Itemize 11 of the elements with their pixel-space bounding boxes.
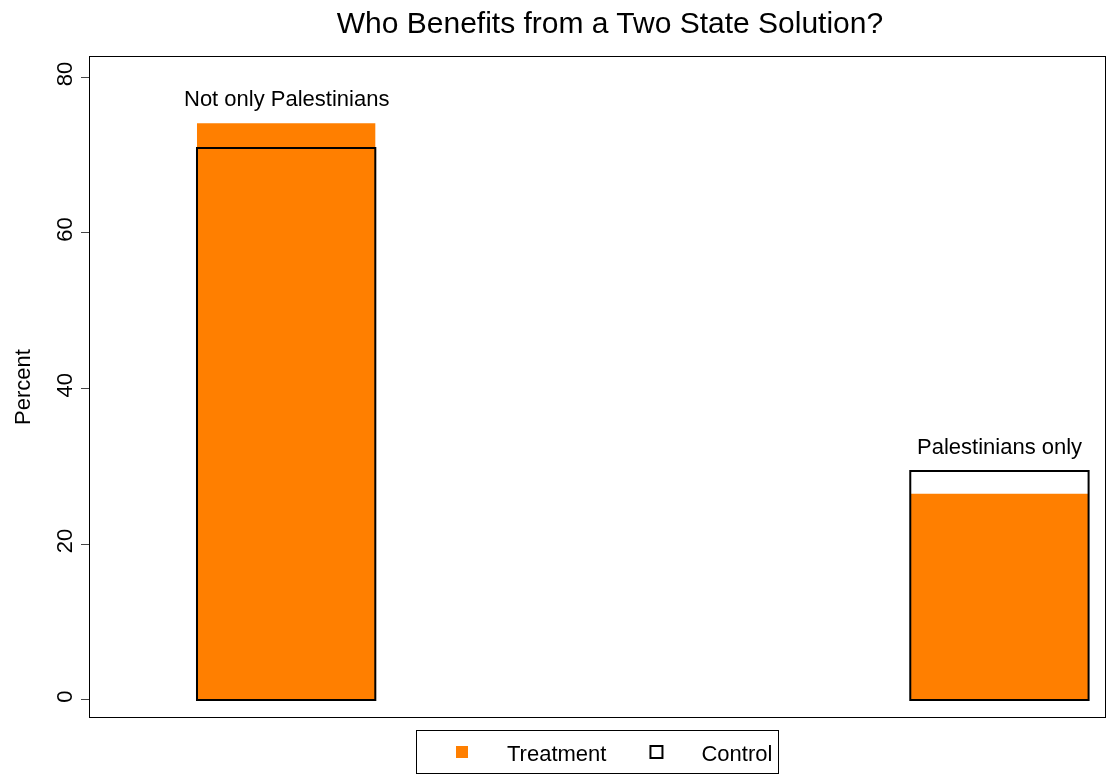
legend-label: Treatment bbox=[507, 740, 607, 766]
x-tick-label: Not only Palestinians bbox=[184, 86, 390, 111]
y-tick-label: 0 bbox=[52, 690, 78, 703]
y-tick-label: 40 bbox=[52, 373, 78, 398]
chart-title: Who Benefits from a Two State Solution? bbox=[336, 5, 884, 39]
y-tick-label: 60 bbox=[52, 217, 78, 242]
x-tick-label: Palestinians only bbox=[917, 434, 1083, 459]
legend-label: Control bbox=[701, 740, 773, 766]
y-tick-label: 20 bbox=[52, 528, 78, 554]
y-axis-title: Percent bbox=[10, 349, 35, 425]
y-tick-label: 80 bbox=[52, 61, 78, 87]
